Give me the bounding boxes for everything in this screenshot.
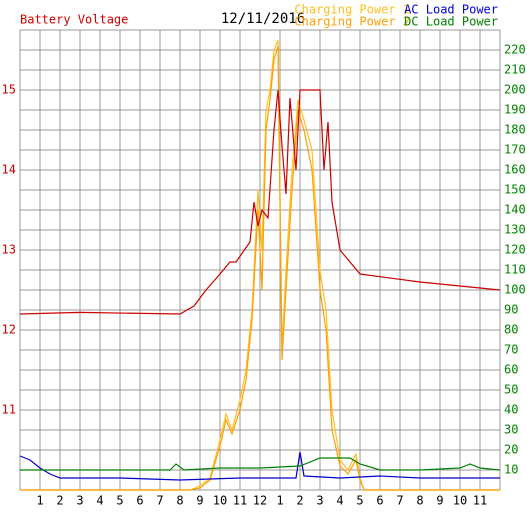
- y-tick-label: 12: [2, 323, 16, 337]
- series-line: [20, 45, 500, 491]
- series-line: [19, 451, 500, 481]
- x-tick-label: 7: [396, 494, 403, 508]
- y2-tick-label: 40: [504, 403, 518, 417]
- x-tick-label: 7: [156, 494, 163, 508]
- y2-tick-label: 70: [504, 343, 518, 357]
- series-line: [19, 89, 501, 315]
- y2-tick-label: 120: [504, 243, 526, 257]
- y2-tick-label: 150: [504, 183, 526, 197]
- y-tick-label: 15: [2, 83, 16, 97]
- legend-entry: AC Load Power: [404, 3, 498, 17]
- x-tick-label: 5: [116, 494, 123, 508]
- y2-tick-label: 180: [504, 123, 526, 137]
- x-tick-label: 2: [56, 494, 63, 508]
- y2-tick-label: 100: [504, 283, 526, 297]
- x-tick-label: 12: [253, 494, 267, 508]
- legend-entry: Charging Power 2: [294, 15, 410, 29]
- x-tick-label: 8: [176, 494, 183, 508]
- series-line: [20, 39, 500, 491]
- y-tick-label: 14: [2, 163, 16, 177]
- x-tick-label: 4: [336, 494, 343, 508]
- x-tick-label: 11: [233, 494, 247, 508]
- y2-tick-label: 130: [504, 223, 526, 237]
- x-tick-label: 11: [473, 494, 487, 508]
- y2-tick-label: 60: [504, 363, 518, 377]
- x-tick-label: 8: [416, 494, 423, 508]
- y2-tick-label: 10: [504, 463, 518, 477]
- x-tick-label: 2: [296, 494, 303, 508]
- chart-title: 12/11/2016: [221, 11, 305, 27]
- x-tick-label: 9: [436, 494, 443, 508]
- x-tick-label: 4: [96, 494, 103, 508]
- x-tick-label: 5: [356, 494, 363, 508]
- legend-entry: DC Load Power: [404, 15, 498, 29]
- y2-tick-label: 140: [504, 203, 526, 217]
- x-tick-label: 1: [276, 494, 283, 508]
- y2-tick-label: 110: [504, 263, 526, 277]
- x-tick-label: 9: [196, 494, 203, 508]
- x-tick-label: 10: [213, 494, 227, 508]
- y2-tick-label: 160: [504, 163, 526, 177]
- x-tick-label: 10: [453, 494, 467, 508]
- y2-tick-label: 210: [504, 63, 526, 77]
- x-tick-label: 6: [136, 494, 143, 508]
- y2-tick-label: 80: [504, 323, 518, 337]
- y2-tick-label: 50: [504, 383, 518, 397]
- x-tick-label: 3: [76, 494, 83, 508]
- y-tick-label: 11: [2, 403, 16, 417]
- y2-tick-label: 200: [504, 83, 526, 97]
- x-tick-label: 6: [376, 494, 383, 508]
- y-axis-label: Battery Voltage: [20, 13, 128, 27]
- legend-entry: Charging Power 1: [294, 3, 410, 17]
- x-tick-label: 1: [36, 494, 43, 508]
- y2-tick-label: 190: [504, 103, 526, 117]
- y2-tick-label: 30: [504, 423, 518, 437]
- x-tick-label: 3: [316, 494, 323, 508]
- y2-tick-label: 170: [504, 143, 526, 157]
- y2-tick-label: 220: [504, 43, 526, 57]
- series-line: [20, 457, 501, 471]
- y-tick-label: 13: [2, 243, 16, 257]
- y2-tick-label: 20: [504, 443, 518, 457]
- y2-tick-label: 90: [504, 303, 518, 317]
